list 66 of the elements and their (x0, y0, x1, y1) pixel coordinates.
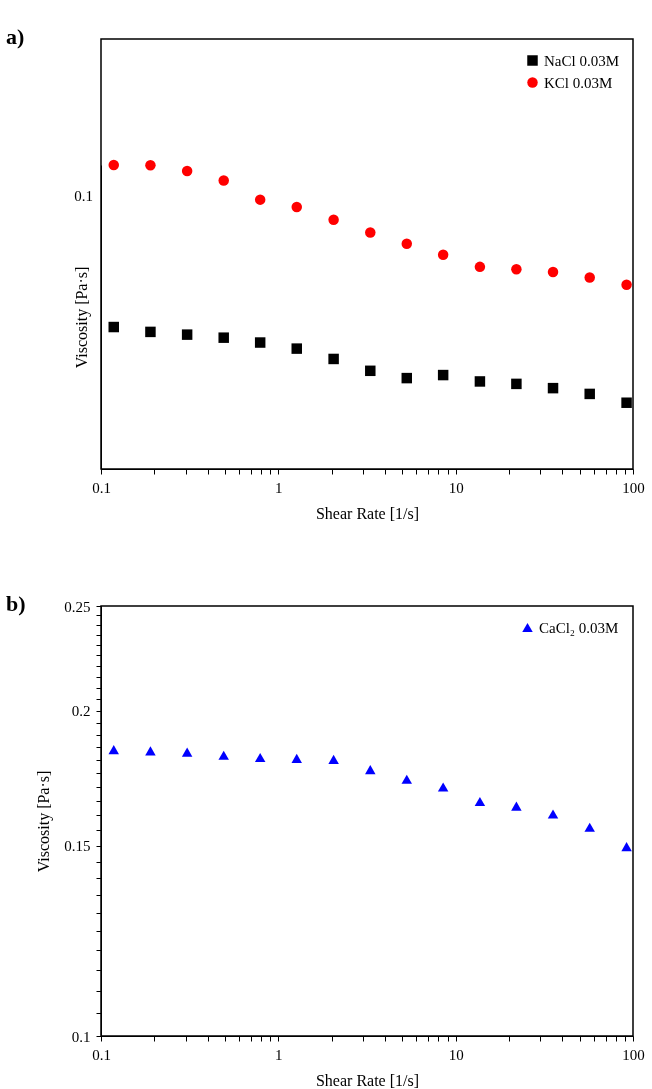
point (437, 782, 449, 792)
y-tick-label: 0.25 (64, 598, 91, 615)
x-tick-label: 0.1 (92, 479, 111, 496)
x-tick-label: 1 (275, 479, 283, 496)
y-tick-label: 0.1 (71, 1028, 91, 1045)
point (511, 264, 522, 275)
x-tick-label: 10 (448, 1046, 464, 1063)
y-tick-label: 0.2 (71, 703, 91, 720)
point (401, 372, 413, 384)
point (108, 321, 119, 333)
y-tick-label: 0.15 (64, 838, 91, 855)
point (108, 159, 119, 171)
point (547, 809, 559, 819)
point (584, 388, 595, 400)
point (474, 261, 486, 273)
point (291, 201, 302, 213)
point (511, 801, 522, 811)
point (365, 227, 376, 238)
x-tick-label: 100 (622, 1046, 645, 1063)
point (181, 165, 193, 177)
point (474, 376, 486, 387)
point (365, 765, 376, 775)
point (365, 365, 376, 377)
point (254, 753, 266, 763)
point (437, 369, 449, 381)
legend-label: CaCl₂ 0.03M (539, 619, 619, 636)
point (218, 175, 229, 186)
x-tick-label: 1 (275, 1046, 283, 1063)
point (474, 797, 486, 807)
point (328, 754, 339, 764)
y-axis-title: Viscosity [Pa·s] (72, 266, 91, 369)
x-axis-title: Shear Rate [1/s] (315, 1071, 420, 1089)
point (181, 329, 193, 340)
x-tick-label: 10 (448, 479, 464, 496)
point (621, 842, 632, 852)
x-tick-label: 100 (622, 479, 645, 496)
point (291, 753, 302, 763)
point (401, 238, 413, 249)
x-tick-label: 0.1 (92, 1046, 111, 1063)
point (584, 272, 595, 283)
point (401, 774, 413, 784)
point (328, 353, 339, 365)
text: b) (6, 591, 26, 616)
point (437, 249, 449, 260)
point (621, 397, 632, 408)
point (254, 337, 266, 348)
point (547, 266, 559, 278)
y-axis-title: Viscosity [Pa·s] (35, 770, 54, 873)
point (584, 822, 595, 832)
point (145, 160, 156, 171)
point (328, 214, 339, 225)
point (511, 378, 522, 390)
point (145, 326, 156, 338)
point (254, 194, 266, 205)
point (547, 382, 559, 394)
point (218, 750, 229, 760)
point (621, 279, 632, 291)
legend-label: KCl 0.03M (544, 74, 613, 91)
point (291, 343, 302, 354)
x-axis-title: Shear Rate [1/s] (315, 504, 420, 522)
point (181, 747, 193, 757)
text: a) (6, 24, 25, 49)
legend-label: NaCl 0.03M (544, 52, 619, 69)
point (145, 746, 156, 756)
point (218, 332, 229, 343)
point (108, 745, 119, 755)
